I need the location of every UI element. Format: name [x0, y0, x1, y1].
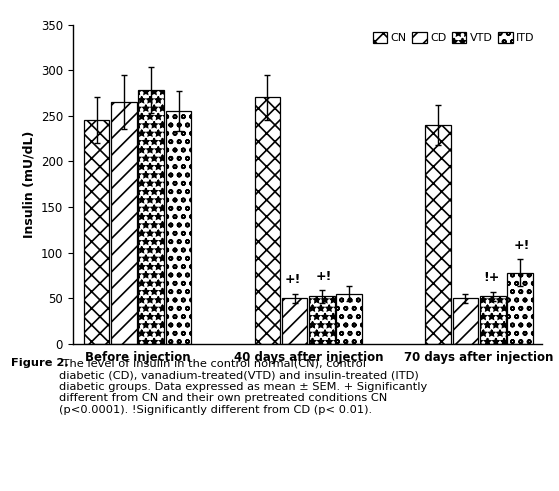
Y-axis label: Insulin (mU/dL): Insulin (mU/dL): [22, 131, 35, 238]
Text: !+: !+: [483, 272, 499, 284]
Bar: [139, 90, 164, 344]
Bar: [507, 273, 533, 344]
Bar: [111, 102, 137, 344]
Text: +!: +!: [285, 273, 301, 286]
Bar: [337, 294, 362, 344]
Bar: [453, 298, 478, 344]
Bar: [282, 298, 307, 344]
Text: +!: +!: [315, 270, 332, 283]
Bar: [480, 296, 505, 344]
Bar: [165, 111, 191, 344]
Bar: [84, 120, 110, 344]
Text: +!: +!: [514, 239, 530, 251]
Bar: [254, 98, 280, 344]
Text: The level of insulin in the control normal(CN), control
diabetic (CD), vanadium-: The level of insulin in the control norm…: [59, 358, 427, 415]
Text: Figure 2.: Figure 2.: [11, 358, 69, 368]
Legend: CN, CD, VTD, ITD: CN, CD, VTD, ITD: [371, 30, 537, 46]
Bar: [309, 296, 335, 344]
Bar: [425, 125, 451, 344]
